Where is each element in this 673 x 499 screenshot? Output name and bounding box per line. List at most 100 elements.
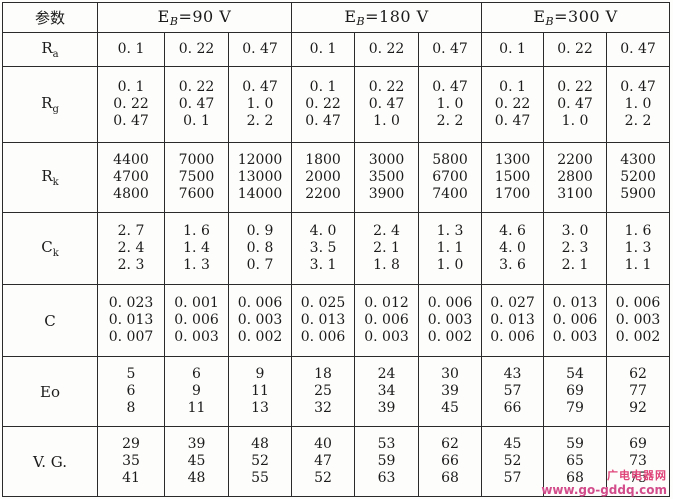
- cell-value: 9: [255, 366, 265, 382]
- cell-value: 1. 6: [183, 223, 210, 239]
- cell-value: 4. 0: [309, 223, 337, 239]
- group-header-eb-180: EB=180 V: [291, 2, 483, 33]
- cell-value: 2. 1: [373, 240, 400, 256]
- row-header-eo: Eo: [2, 356, 98, 427]
- cell-value: 1. 6: [624, 223, 652, 239]
- row-header-ra: Ra: [2, 32, 98, 67]
- group-subscript: B: [545, 15, 555, 28]
- cell-value: 6: [192, 366, 201, 382]
- table-cell: 4300 5200 5900: [606, 142, 671, 213]
- table-cell: 62 66 68: [418, 426, 483, 497]
- table-row-ck: Ck 2. 7 2. 4 2. 3 1. 6 1. 4 1. 3 0. 9 0. 8 0. 7 4.…: [2, 212, 671, 285]
- group-header-eb-90: EB=90 V: [96, 2, 293, 33]
- cell-value: 0. 013: [490, 312, 535, 328]
- cell-value: 63: [377, 470, 396, 486]
- cell-value: 0. 1: [309, 41, 337, 57]
- cell-value: 0. 023: [108, 295, 154, 311]
- cell-value: 62: [441, 436, 459, 452]
- row-header-subscript: g: [52, 104, 59, 115]
- cell-value: 1. 8: [373, 257, 400, 273]
- table-cell: 0. 22: [354, 32, 420, 67]
- cell-value: 3. 0: [561, 223, 589, 239]
- row-header-subscript: k: [52, 248, 59, 259]
- cell-value: 39: [441, 383, 459, 399]
- cell-value: 48: [251, 436, 269, 452]
- table-row-c: C 0. 023 0. 013 0. 007 0. 001 0. 006 0. 003 0. …: [2, 284, 671, 357]
- cell-value: 43: [503, 366, 522, 382]
- cell-value: 47: [314, 453, 332, 469]
- cell-value: 0. 003: [427, 312, 473, 328]
- cell-value: 0. 22: [368, 41, 405, 57]
- table-cell: 1. 6 1. 4 1. 3: [164, 212, 229, 285]
- cell-value: 0. 47: [368, 96, 405, 112]
- cell-value: 0. 1: [499, 79, 526, 95]
- table-cell: 0. 006 0. 003 0. 002: [418, 284, 483, 357]
- cell-value: 1. 1: [624, 257, 652, 273]
- cell-value: 40: [314, 436, 332, 452]
- cell-value: 0. 47: [557, 96, 593, 112]
- cell-value: 0. 006: [490, 329, 535, 345]
- cell-value: 0. 22: [368, 79, 405, 95]
- table-cell: 0. 9 0. 8 0. 7: [227, 212, 293, 285]
- cell-value: 5200: [620, 169, 656, 185]
- group-value: =90 V: [178, 7, 232, 26]
- cell-value: 45: [503, 436, 522, 452]
- cell-value: 66: [503, 400, 522, 416]
- cell-value: 0. 006: [615, 295, 661, 311]
- cell-value: 39: [187, 436, 206, 452]
- cell-value: 1500: [494, 169, 531, 185]
- header-row: 参数 EB=90 V EB=180 V EB=300 V: [2, 2, 671, 33]
- cell-value: 52: [251, 453, 269, 469]
- cell-value: 0. 002: [237, 329, 283, 345]
- table-cell: 39 45 48: [164, 426, 229, 497]
- cell-value: 0. 002: [427, 329, 473, 345]
- cell-value: 0. 007: [108, 329, 154, 345]
- cell-value: 1. 0: [561, 113, 589, 129]
- cell-value: 30: [441, 366, 459, 382]
- cell-value: 2. 7: [117, 223, 145, 239]
- table-cell: 0. 22: [164, 32, 229, 67]
- cell-value: 75: [629, 470, 647, 486]
- cell-value: 0. 8: [246, 240, 274, 256]
- cell-value: 77: [629, 383, 647, 399]
- cell-value: 55: [251, 470, 269, 486]
- cell-value: 6: [126, 383, 136, 399]
- table-cell: 1300 1500 1700: [481, 142, 545, 213]
- table-cell: 29 35 41: [97, 426, 165, 497]
- cell-value: 1300: [494, 152, 531, 168]
- cell-value: 2. 4: [373, 223, 400, 239]
- cell-value: 0. 22: [178, 41, 215, 57]
- table-cell: 0. 1: [97, 32, 165, 67]
- row-header-symbol: R: [41, 94, 53, 112]
- cell-value: 0. 003: [552, 329, 598, 345]
- table-cell: 0. 47: [227, 32, 293, 67]
- cell-value: 0. 47: [432, 79, 468, 95]
- cell-value: 0. 027: [490, 295, 535, 311]
- row-header-c: C: [2, 284, 98, 357]
- row-header-symbol: V. G.: [33, 452, 67, 471]
- group-value: =180 V: [365, 7, 429, 26]
- cell-value: 1800: [305, 152, 341, 168]
- cell-value: 53: [377, 436, 396, 452]
- cell-value: 73: [629, 453, 647, 469]
- row-header-subscript: k: [52, 177, 59, 188]
- row-header-rk: Rk: [2, 142, 98, 213]
- table-cell: 45 52 57: [481, 426, 545, 497]
- cell-value: 0. 006: [552, 312, 598, 328]
- cell-value: 11: [251, 383, 269, 399]
- row-header-symbol: R: [41, 167, 53, 185]
- row-header-subscript: a: [52, 49, 59, 60]
- cell-value: 0. 22: [557, 79, 593, 95]
- cell-value: 1. 0: [436, 257, 464, 273]
- group-header-eb-300: EB=300 V: [481, 2, 671, 33]
- group-subscript: B: [169, 15, 179, 28]
- cell-value: 39: [377, 400, 396, 416]
- cell-value: 0. 006: [174, 312, 219, 328]
- cell-value: 3100: [557, 186, 593, 202]
- table-cell: 9 11 13: [227, 356, 293, 427]
- cell-value: 52: [314, 470, 332, 486]
- cell-value: 57: [503, 470, 522, 486]
- row-header-ck: Ck: [2, 212, 98, 285]
- cell-value: 5900: [620, 186, 656, 202]
